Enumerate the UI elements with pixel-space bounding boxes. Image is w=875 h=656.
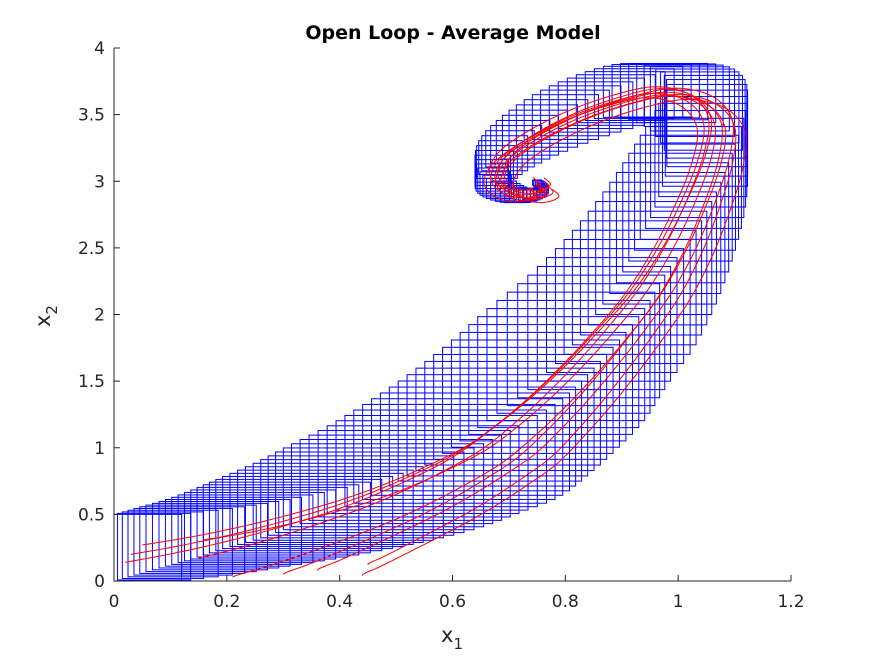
reach-box — [478, 140, 523, 176]
x-tick-label: 0.8 — [552, 592, 579, 612]
reach-box — [495, 119, 551, 160]
reach-box — [602, 65, 684, 118]
reach-box — [353, 409, 547, 504]
reach-box — [362, 403, 556, 500]
reach-box — [190, 489, 337, 560]
y-tick-label: 2.5 — [78, 239, 105, 259]
reach-box — [563, 239, 691, 355]
x-tick-label: 0.2 — [213, 592, 240, 612]
reach-box — [450, 339, 620, 448]
y-tick-label: 3.5 — [78, 106, 105, 126]
reach-box — [133, 507, 233, 576]
reach-box — [260, 459, 444, 539]
trajectory-line — [361, 98, 747, 576]
reach-box — [139, 506, 246, 574]
reach-box — [282, 447, 475, 531]
reach-box — [397, 380, 583, 482]
y-tick-label: 2 — [94, 306, 105, 326]
trajectory-line — [232, 95, 727, 578]
x-axis-label-subscript: 1 — [453, 635, 463, 653]
reach-box — [151, 502, 269, 571]
reach-box — [237, 469, 414, 546]
reach-box — [501, 114, 559, 156]
reach-box — [459, 331, 627, 442]
x-axis-label: x1 — [441, 623, 463, 653]
reach-box — [531, 94, 600, 140]
reach-box — [326, 425, 520, 515]
x-tick-label: 0.4 — [326, 592, 353, 612]
reach-box — [388, 386, 577, 487]
reach-box — [433, 353, 608, 460]
reach-box — [158, 501, 280, 569]
reach-box — [171, 496, 302, 565]
reach-box — [208, 481, 371, 554]
y-tick-label: 0 — [94, 572, 105, 592]
y-tick-label: 4 — [94, 39, 105, 59]
reach-box — [415, 367, 595, 472]
x-tick-label: 1 — [673, 592, 684, 612]
reach-box — [486, 308, 646, 422]
trajectory-line — [367, 94, 737, 566]
reach-box — [566, 77, 645, 126]
reach-box — [602, 191, 717, 305]
x-axis-label-base: x — [441, 623, 453, 647]
reach-box — [379, 392, 570, 492]
reach-box — [496, 299, 651, 414]
reach-box — [317, 430, 511, 518]
y-tick-label: 0.5 — [78, 505, 105, 525]
reach-box — [619, 63, 700, 119]
reach-box — [481, 135, 529, 172]
x-tick-label: 1.2 — [777, 592, 804, 612]
reach-box — [344, 414, 538, 508]
reach-box — [664, 89, 749, 177]
reach-box — [645, 126, 742, 229]
reach-box — [540, 89, 610, 137]
trajectory-line — [130, 92, 705, 555]
reach-box — [490, 125, 543, 164]
trajectory-line — [125, 97, 699, 563]
reach-box — [548, 85, 622, 133]
y-tick-label: 1.5 — [78, 372, 105, 392]
reach-box — [308, 434, 503, 521]
reach-box — [527, 274, 666, 391]
reach-box — [196, 486, 348, 558]
reach-box — [121, 511, 205, 580]
trajectory-line — [198, 86, 710, 559]
reach-box — [127, 509, 219, 578]
axes-layer: 0 0.2 0.4 0.6 0.8 1 1.2 0 0.5 1 1.5 2 2.5 3 3.5 4 — [78, 39, 805, 612]
trajectory-line — [282, 91, 723, 575]
reach-box — [655, 68, 736, 137]
reach-box — [215, 478, 383, 552]
reach-box — [615, 171, 726, 284]
trajectory-layer — [125, 86, 747, 578]
y-axis-label-subscript: 2 — [43, 305, 61, 315]
x-tick-label: 0 — [109, 592, 120, 612]
reach-box — [222, 475, 394, 550]
y-tick-label: 3 — [94, 172, 105, 192]
reach-box — [290, 443, 485, 528]
reach-box — [244, 466, 424, 543]
reach-box — [654, 110, 747, 208]
reach-box — [145, 504, 257, 573]
reach-box — [609, 181, 722, 295]
y-axis-label: x2 — [31, 305, 61, 327]
reach-box — [634, 143, 736, 251]
chart-title: Open Loop - Average Model — [305, 22, 600, 44]
y-axis-label-base: x — [31, 315, 55, 327]
reach-box — [593, 68, 675, 120]
reach-box — [663, 74, 743, 151]
x-tick-label: 0.6 — [439, 592, 466, 612]
y-tick-label: 1 — [94, 439, 105, 459]
